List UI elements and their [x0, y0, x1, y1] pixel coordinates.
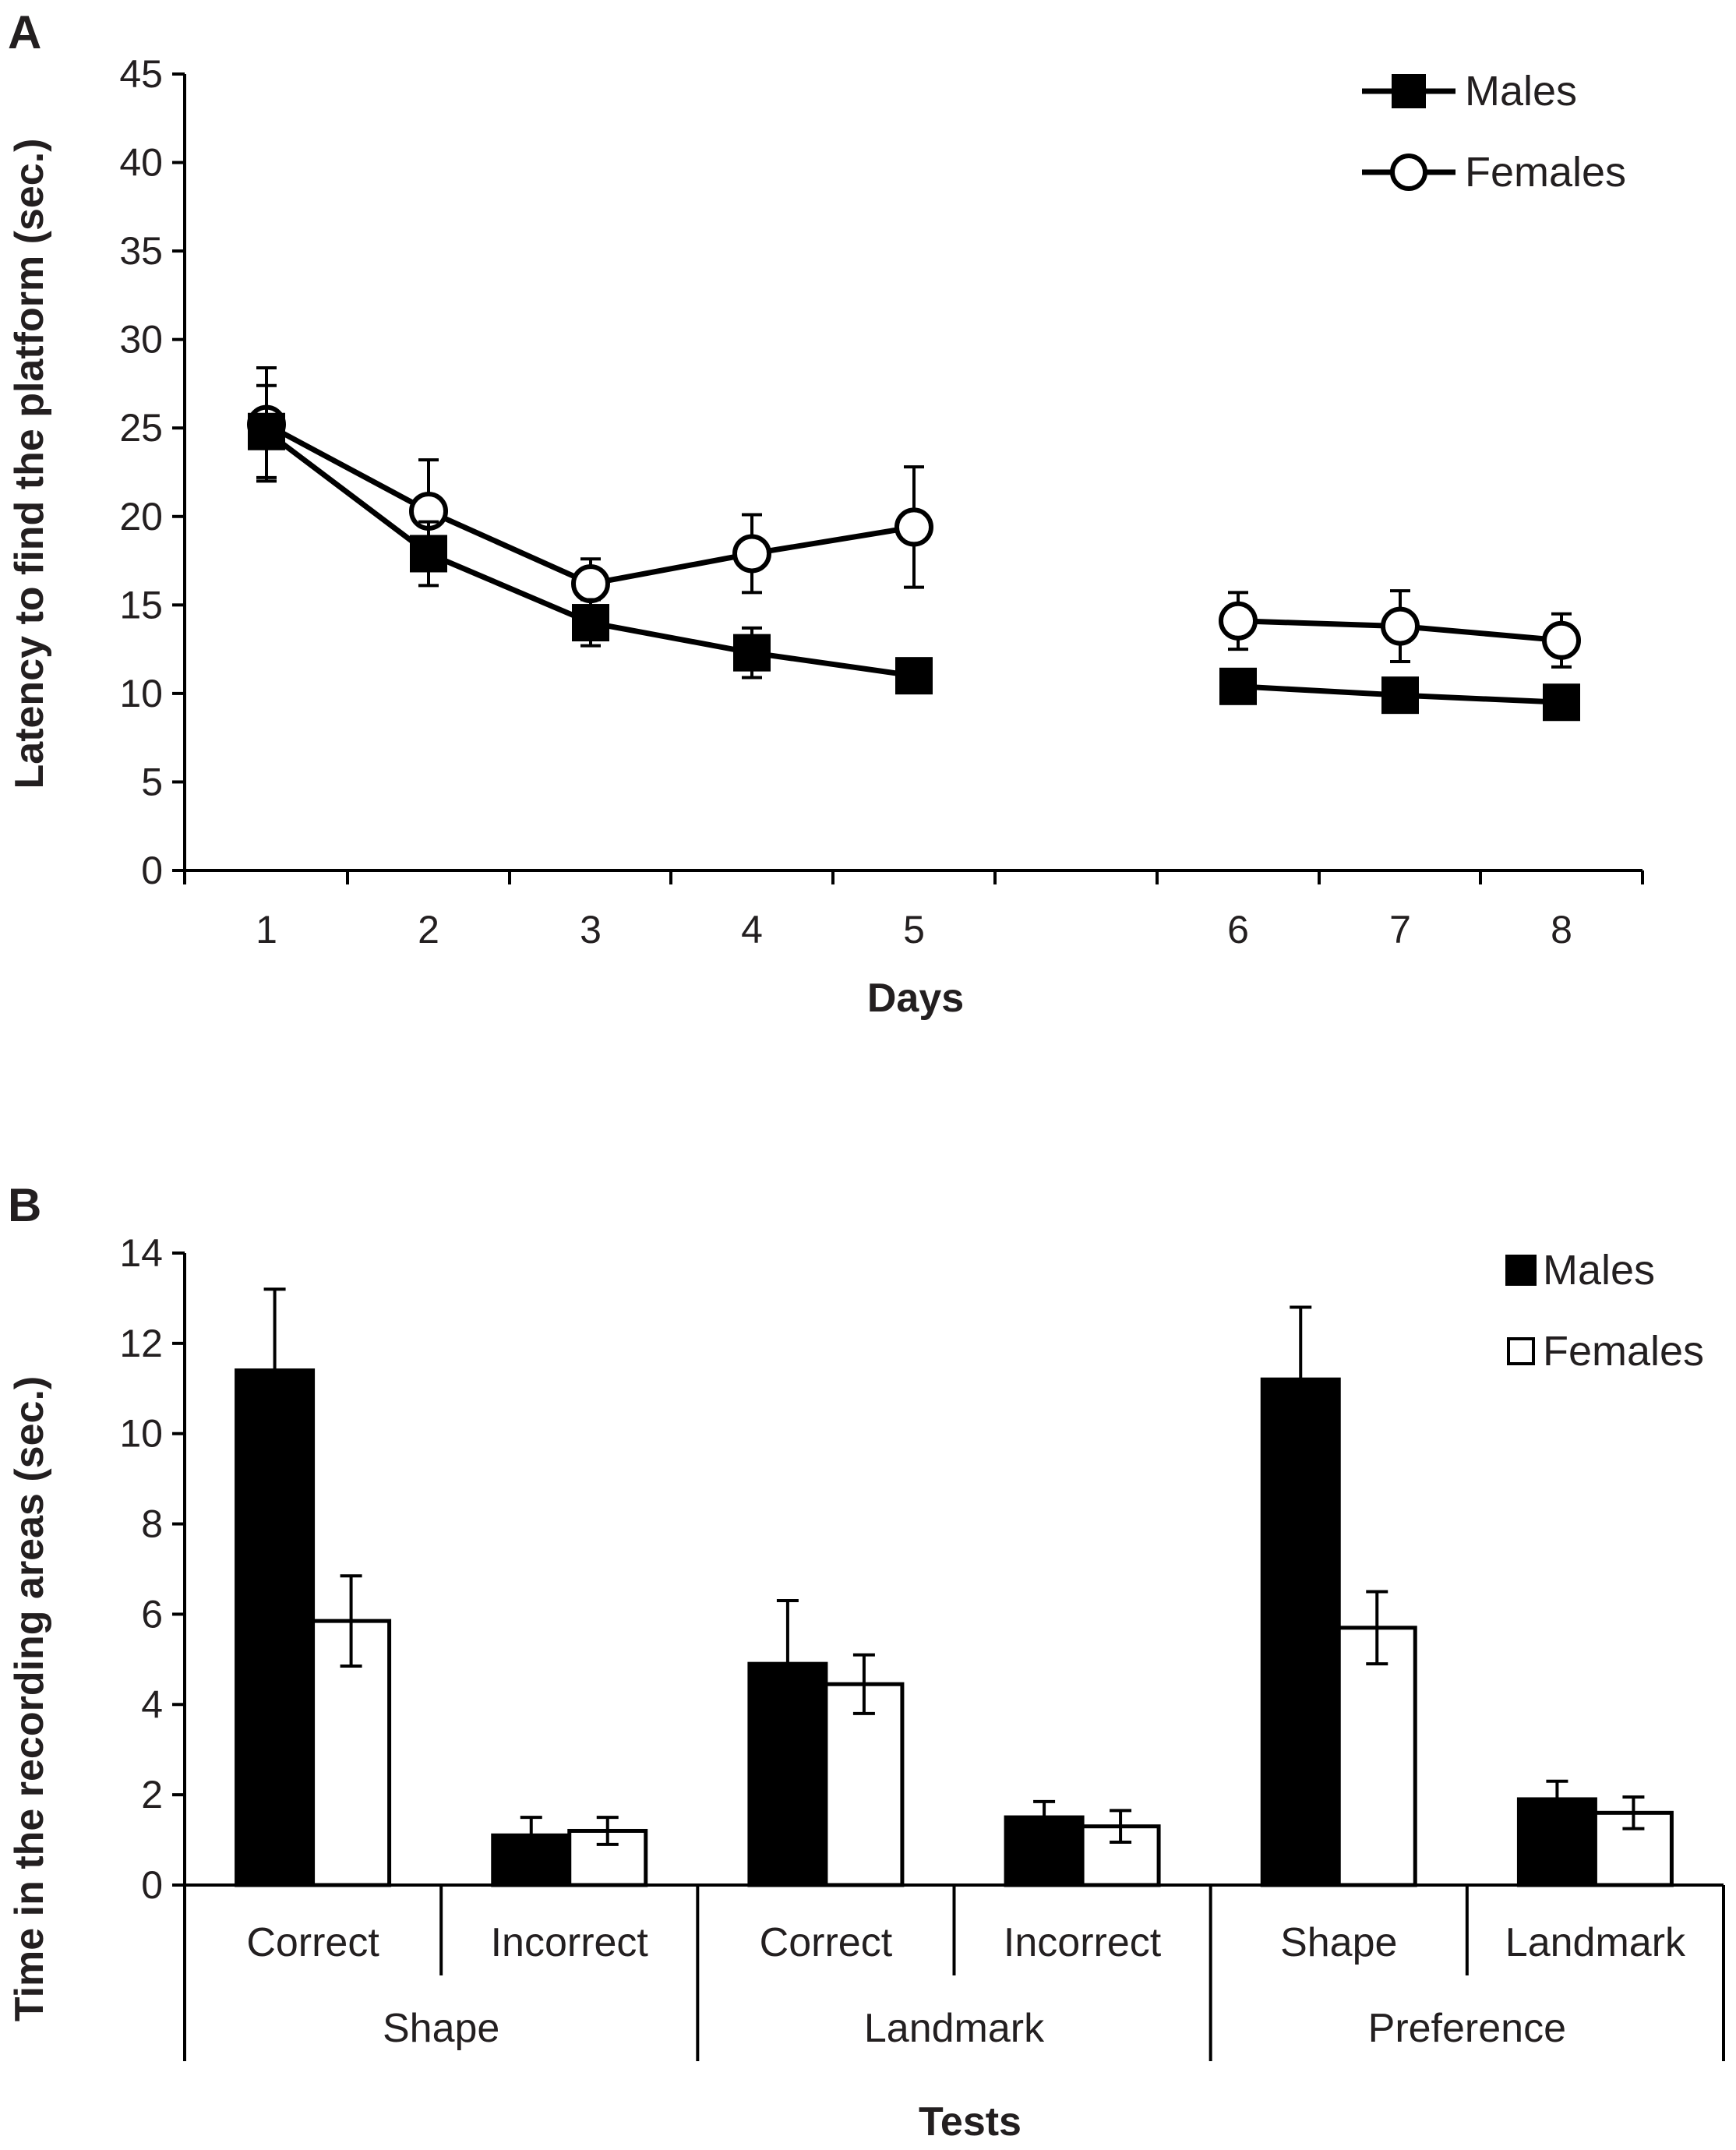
legend-females-label: Females	[1543, 1328, 1704, 1375]
bar-males	[1260, 1377, 1341, 1887]
x-tick-label: 2	[418, 908, 439, 951]
data-point-females	[1542, 620, 1581, 660]
panel-b-bar-chart: B 0 2 4 6 8 10 12 14 Correct Incorrect Correct Inc…	[7, 1179, 1725, 2145]
data-point-females	[1219, 601, 1258, 641]
category-label: Incorrect	[491, 1920, 649, 1965]
y-tick-label: 35	[119, 229, 163, 273]
data-point-males	[1219, 667, 1257, 705]
x-tick-label: 6	[1227, 908, 1249, 951]
legend-males-label: Males	[1543, 1247, 1655, 1294]
panel-a-x-axis-title: Days	[867, 976, 964, 1021]
panel-b-category-labels: Correct Incorrect Correct Incorrect Shape Lan…	[246, 1920, 1686, 1965]
data-point-males	[1381, 676, 1419, 715]
panel-b-legend: Males Females	[1505, 1247, 1704, 1375]
panel-a-letter: A	[8, 6, 41, 58]
y-tick-label: 0	[141, 849, 163, 892]
y-tick-label: 15	[119, 583, 163, 627]
data-point-males	[1543, 683, 1580, 722]
panel-b-y-axis-title: Time in the recording areas (sec.)	[7, 1376, 52, 2021]
category-label: Landmark	[1505, 1920, 1686, 1965]
bar-males	[491, 1833, 572, 1887]
y-tick-label: 2	[141, 1773, 163, 1816]
data-point-males	[410, 535, 447, 573]
y-tick-label: 5	[141, 760, 163, 803]
bar-males	[1004, 1815, 1085, 1887]
category-label: Incorrect	[1004, 1920, 1162, 1965]
data-point-males	[248, 412, 285, 450]
panel-b-y-ticks: 0 2 4 6 8 10 12 14	[119, 1231, 185, 1907]
group-label: Landmark	[864, 2006, 1045, 2051]
y-tick-label: 14	[119, 1231, 163, 1275]
panel-a-y-axis-title: Latency to find the platform (sec.)	[7, 139, 52, 789]
category-label: Correct	[246, 1920, 379, 1965]
group-label: Shape	[383, 2006, 499, 2051]
y-tick-label: 0	[141, 1863, 163, 1907]
panel-b-x-axis-title: Tests	[919, 2099, 1021, 2145]
bar-males	[235, 1368, 316, 1887]
legend-females-marker	[1390, 154, 1427, 191]
legend-males-swatch	[1505, 1255, 1537, 1286]
x-tick-label: 8	[1551, 908, 1572, 951]
panel-b-bars	[235, 1287, 1674, 1887]
x-tick-label: 1	[256, 908, 277, 951]
y-tick-label: 45	[119, 52, 163, 96]
x-tick-label: 7	[1389, 908, 1411, 951]
panel-a-series	[247, 366, 1581, 722]
bar-females	[1593, 1810, 1674, 1887]
bar-males	[747, 1661, 828, 1887]
data-point-females	[1381, 606, 1420, 646]
legend-females-swatch	[1507, 1337, 1535, 1365]
legend-males-marker	[1392, 74, 1426, 108]
data-point-males	[895, 657, 933, 695]
category-label: Correct	[760, 1920, 893, 1965]
panel-a-axes	[183, 74, 1642, 872]
y-tick-label: 10	[119, 672, 163, 715]
data-point-males	[733, 634, 771, 672]
y-tick-label: 8	[141, 1502, 163, 1546]
y-tick-label: 6	[141, 1592, 163, 1636]
group-label: Preference	[1368, 2006, 1566, 2051]
y-tick-label: 25	[119, 406, 163, 450]
x-tick-label: 5	[903, 908, 925, 951]
panel-a-x-ticks: 1 2 3 4 5 6 7 8	[183, 870, 1644, 951]
y-tick-label: 40	[119, 141, 163, 185]
panel-a-legend: Males Females	[1362, 68, 1626, 196]
bar-females	[1336, 1626, 1417, 1887]
data-point-females	[571, 564, 610, 604]
y-tick-label: 10	[119, 1412, 163, 1456]
panel-b-axes	[183, 1253, 1725, 2061]
legend-females-label: Females	[1465, 149, 1626, 196]
y-tick-label: 4	[141, 1682, 163, 1726]
data-point-males	[572, 604, 609, 642]
y-tick-label: 20	[119, 495, 163, 538]
bar-males	[1516, 1797, 1597, 1887]
data-point-females	[732, 534, 771, 574]
category-label: Shape	[1280, 1920, 1397, 1965]
data-point-females	[894, 507, 933, 547]
legend-males-label: Males	[1465, 68, 1577, 115]
x-tick-label: 3	[580, 908, 602, 951]
x-tick-label: 4	[741, 908, 763, 951]
panel-b-group-labels: Shape Landmark Preference	[383, 2006, 1566, 2051]
panel-a-y-ticks: 0 5 10 15 20 25 30 35 40 45	[119, 52, 185, 892]
panel-b-letter: B	[8, 1179, 41, 1231]
y-tick-label: 30	[119, 318, 163, 362]
y-tick-label: 12	[119, 1322, 163, 1365]
